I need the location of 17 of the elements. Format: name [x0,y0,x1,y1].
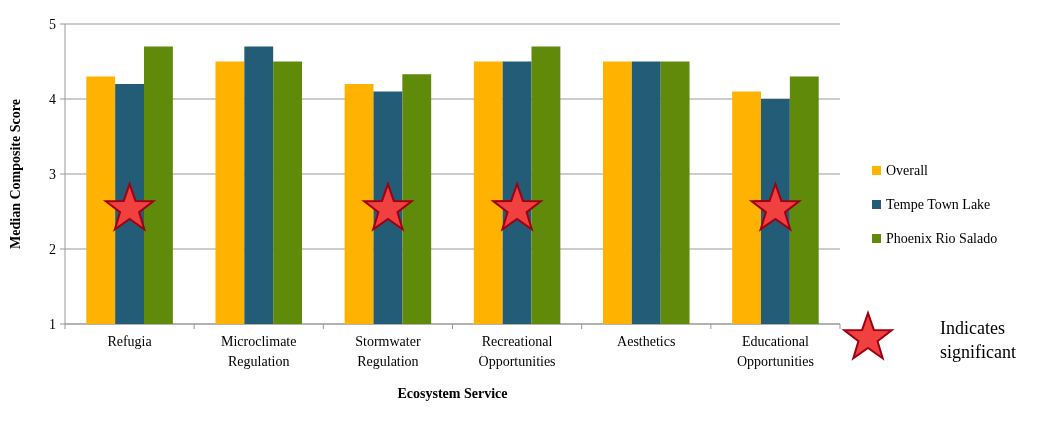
x-tick-label: Microclimate Regulation [221,334,297,369]
x-tick-label: Refugia [107,334,153,349]
x-axis-title: Ecosystem Service [397,386,508,401]
y-axis-title: Median Composite Score [8,99,23,249]
legend-label: Tempe Town Lake [886,197,991,212]
x-tick-label: Educational Opportunities [736,334,814,369]
x-tick-label: Stormwater Regulation [355,334,421,369]
y-tick-label: 3 [49,166,56,182]
legend-label: Phoenix Rio Salado [886,231,998,246]
y-tick-label: 4 [49,91,56,107]
y-tick-label: 5 [49,16,56,32]
legend-label: Overall [886,163,929,178]
text: Indicates significant [940,318,1016,362]
x-tick-label: Aesthetics [617,334,676,349]
y-tick-label: 1 [49,316,56,332]
x-tick-label: Recreational Opportunities [478,334,556,369]
y-tick-label: 2 [49,241,56,257]
